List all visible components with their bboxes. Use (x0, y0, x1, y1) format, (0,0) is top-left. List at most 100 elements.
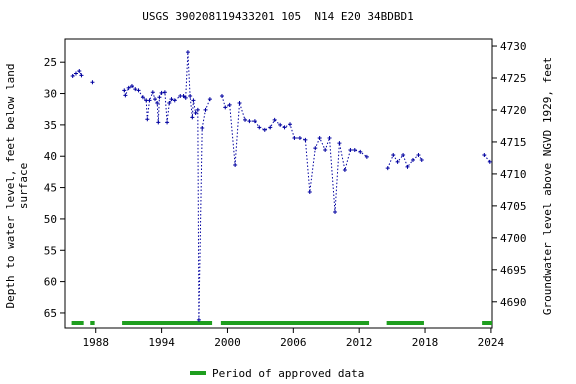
data-point (323, 147, 328, 152)
x-tick-label: 2012 (346, 336, 373, 349)
y-tick-label: 60 (44, 276, 57, 289)
y2-tick-label: 4720 (500, 104, 527, 117)
data-point (227, 102, 232, 107)
y2-tick-label: 4705 (500, 200, 527, 213)
data-point (122, 88, 127, 93)
data-point (482, 152, 487, 157)
data-point (395, 159, 400, 164)
approved-period (122, 321, 213, 325)
data-point (247, 119, 252, 124)
data-point (268, 125, 273, 130)
data-point (169, 97, 174, 102)
y-tick-label: 40 (44, 150, 57, 163)
y2-tick-label: 4695 (500, 264, 527, 277)
data-point (136, 88, 141, 93)
data-point (297, 136, 302, 141)
data-point (391, 152, 396, 157)
data-point (77, 68, 82, 73)
data-point (342, 168, 347, 173)
data-point (162, 90, 167, 95)
data-point (252, 119, 257, 124)
data-point (133, 87, 138, 92)
legend-swatch (190, 371, 206, 375)
data-point (155, 100, 160, 105)
y-tick-label: 65 (44, 307, 57, 320)
approved-period (482, 321, 492, 325)
y-tick-label: 55 (44, 244, 57, 257)
approved-period (220, 321, 370, 325)
data-point (147, 98, 152, 103)
data-point (203, 107, 208, 112)
y-axis-label: Depth to water level, feet below land (4, 63, 17, 308)
data-point (123, 93, 128, 98)
data-point (79, 73, 84, 78)
data-point (410, 157, 415, 162)
plot-frame (64, 38, 493, 329)
x-tick-label: 2024 (478, 336, 505, 349)
legend-label: Period of approved data (212, 367, 364, 380)
data-point (126, 85, 131, 90)
data-point (487, 159, 492, 164)
data-point (191, 98, 196, 103)
x-tick-label: 1988 (82, 336, 109, 349)
y-tick-label: 50 (44, 213, 57, 226)
data-point (200, 126, 205, 131)
y2-tick-label: 4710 (500, 168, 527, 181)
data-point (364, 154, 369, 159)
x-tick-label: 2018 (412, 336, 439, 349)
y-tick-label: 45 (44, 182, 57, 195)
data-point (159, 90, 164, 95)
data-point (223, 105, 228, 110)
data-point (145, 117, 150, 122)
data-point (313, 146, 318, 151)
data-point (157, 95, 162, 100)
x-tick-label: 2006 (280, 336, 307, 349)
data-point (419, 157, 424, 162)
x-tick-label: 1994 (148, 336, 175, 349)
data-point (333, 210, 338, 215)
data-point (243, 117, 248, 122)
data-point (257, 125, 262, 130)
data-point (90, 80, 95, 85)
data-point (348, 147, 353, 152)
data-point (278, 122, 283, 127)
data-point (140, 95, 145, 100)
data-point (196, 317, 201, 322)
data-point (193, 110, 198, 115)
data-point (165, 120, 170, 125)
data-point (185, 50, 190, 55)
data-point (172, 98, 177, 103)
data-point (262, 127, 267, 132)
data-point (327, 136, 332, 141)
y-tick-label: 25 (44, 56, 57, 69)
x-tick-label: 2000 (214, 336, 241, 349)
chart-title: USGS 390208119433201 105 N14 E20 34BDBD1 (142, 10, 414, 23)
data-point (153, 97, 158, 102)
y-axis-label: surface (17, 163, 30, 209)
y2-tick-label: 4715 (500, 136, 527, 149)
data-point (150, 90, 155, 95)
data-point (352, 147, 357, 152)
data-point (282, 125, 287, 130)
data-point (156, 120, 161, 125)
data-point (401, 152, 406, 157)
data-point (307, 189, 312, 194)
data-point (167, 100, 172, 105)
y-tick-label: 30 (44, 88, 57, 101)
data-point (70, 73, 75, 78)
data-point (219, 94, 224, 99)
data-point (405, 164, 410, 169)
data-point (358, 149, 363, 154)
data-point (317, 136, 322, 141)
y2-axis-label: Groundwater level above NGVD 1929, feet (541, 57, 554, 315)
data-point (73, 71, 78, 76)
data-line (72, 52, 491, 320)
data-point (237, 100, 242, 105)
y2-tick-label: 4725 (500, 72, 527, 85)
data-point (385, 166, 390, 171)
data-point (416, 152, 421, 157)
y2-tick-label: 4730 (500, 40, 527, 53)
data-point (272, 117, 277, 122)
approved-period (386, 321, 424, 325)
